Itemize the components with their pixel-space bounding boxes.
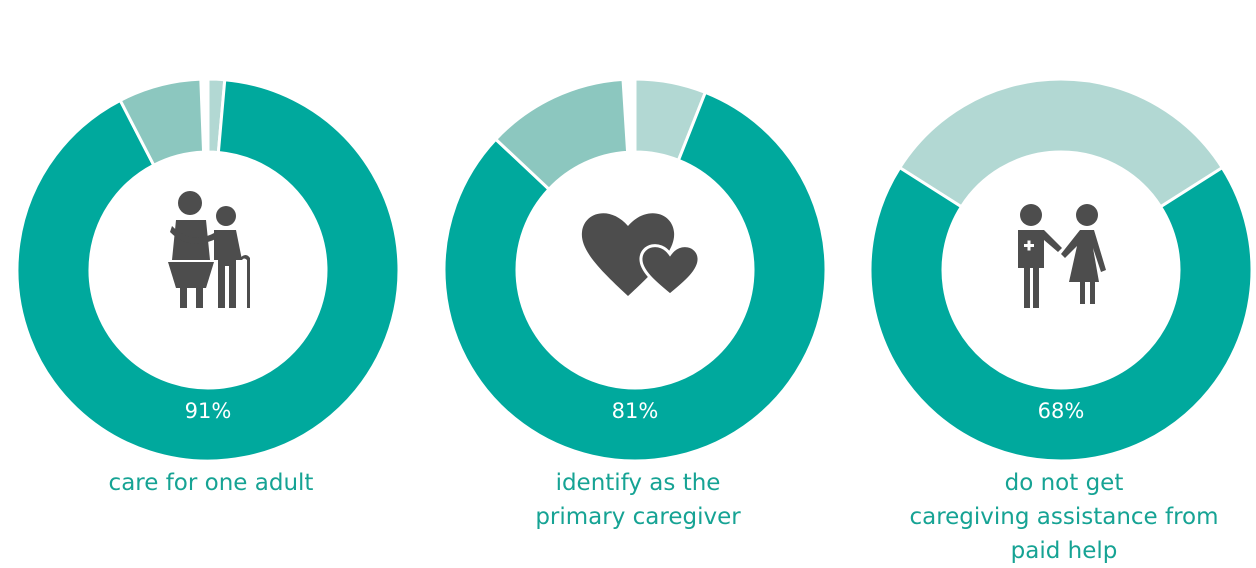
- donut-segment: [118, 77, 206, 168]
- caption: care for one adult: [108, 470, 314, 496]
- icon-paid-help: [1018, 204, 1106, 308]
- center-value-label: 68%: [1038, 399, 1085, 423]
- icon-hearts: [581, 213, 701, 297]
- donut-segment: [15, 78, 401, 463]
- icon-elder-care: [168, 191, 250, 308]
- donut-segment: [897, 77, 1225, 209]
- center-value-label: 81%: [612, 399, 659, 423]
- donut-segment: [442, 90, 828, 463]
- donut-segment: [493, 77, 630, 192]
- donut-segment: [868, 165, 1254, 463]
- center-value-label: 91%: [185, 399, 232, 423]
- caption: do not get caregiving assistance from pa…: [909, 470, 1219, 564]
- caption: identify as the primary caregiver: [535, 470, 741, 530]
